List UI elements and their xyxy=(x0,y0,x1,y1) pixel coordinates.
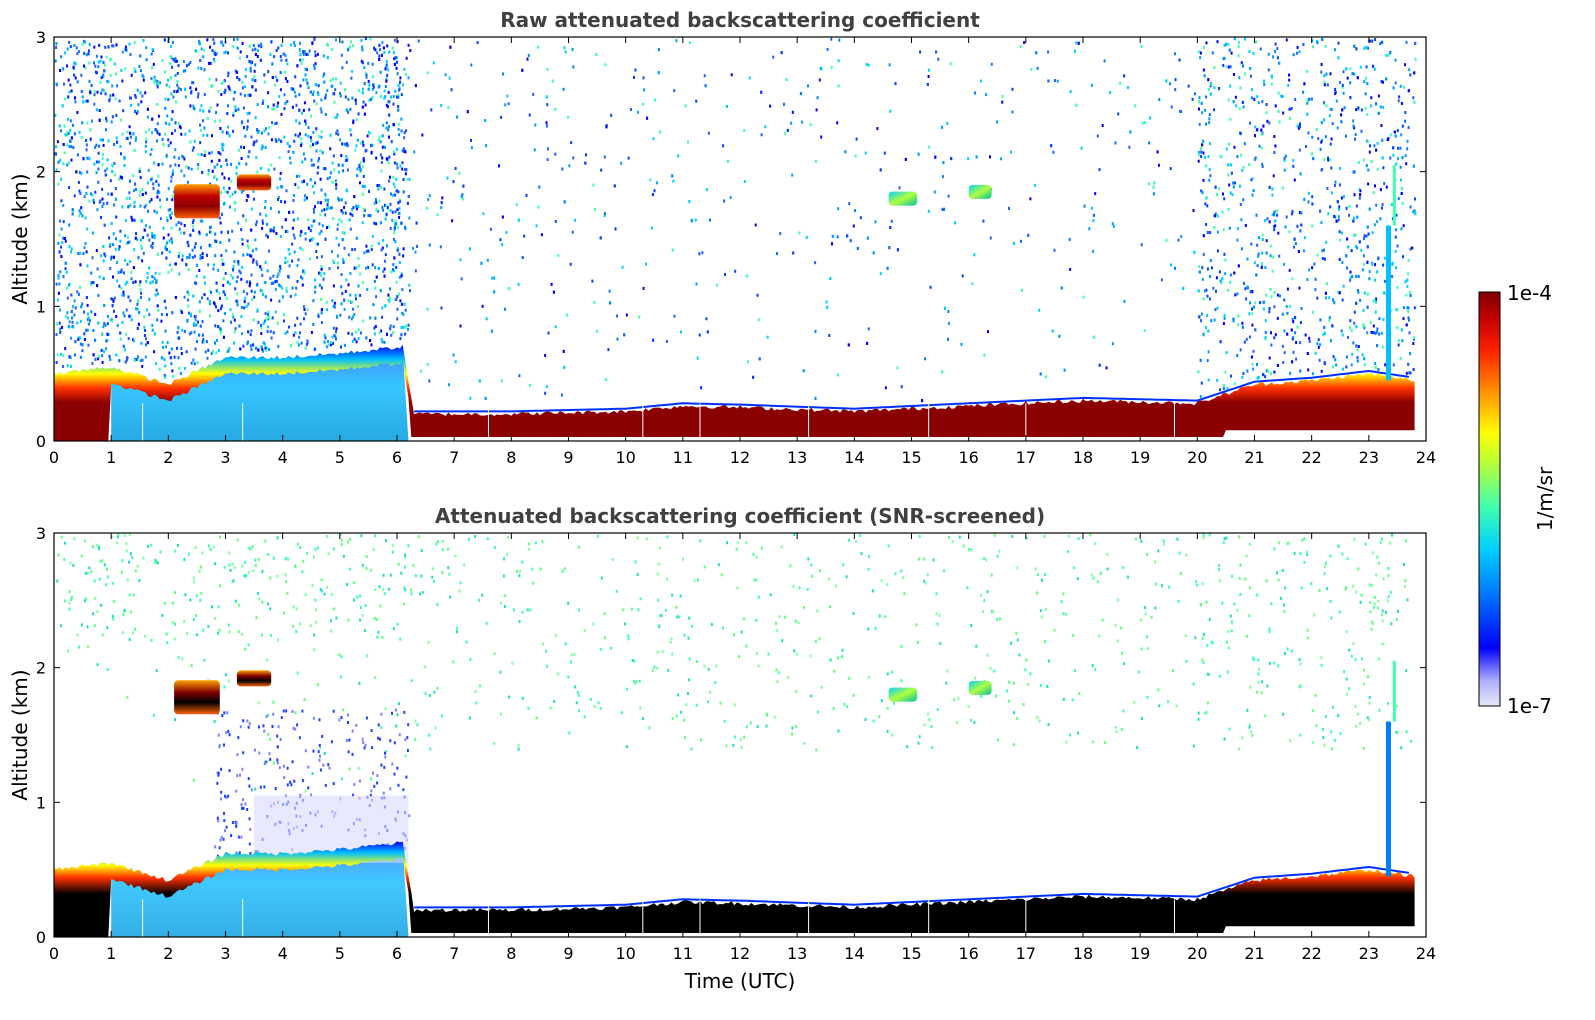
x-tick-label: 2 xyxy=(163,944,173,963)
x-tick-label: 7 xyxy=(449,944,459,963)
y-tick-label: 0 xyxy=(36,432,46,451)
colorbar-min-label: 1e-7 xyxy=(1507,694,1552,718)
x-tick-label: 16 xyxy=(958,448,978,467)
x-tick-label: 3 xyxy=(220,944,230,963)
panel1-y-axis-label: Altitude (km) xyxy=(8,173,32,304)
x-tick-label: 18 xyxy=(1073,448,1093,467)
panel2-y-axis-label: Altitude (km) xyxy=(8,669,32,800)
y-tick-label: 2 xyxy=(36,163,46,182)
x-tick-label: 2 xyxy=(163,448,173,467)
mixed-layer-fill xyxy=(111,349,409,441)
x-tick-label: 24 xyxy=(1416,944,1436,963)
panel2-y-ticks: 0 1 2 3 xyxy=(36,524,1426,947)
panel1-x-ticks: 0 1 2 3 4 5 6 7 8 9 10 11 12 13 14 15 16 17 18 19 20 21 22 23 24 xyxy=(49,37,1436,467)
cloud-patch xyxy=(968,184,992,199)
panel2-plot-area xyxy=(54,533,1415,937)
y-tick-label: 1 xyxy=(36,793,46,812)
x-tick-label: 12 xyxy=(730,448,750,467)
panel2-title: Attenuated backscattering coefficient (S… xyxy=(435,504,1045,528)
x-tick-label: 6 xyxy=(392,448,402,467)
boundary-layer-band xyxy=(54,841,1415,937)
x-tick-label: 17 xyxy=(1016,448,1036,467)
x-tick-label: 22 xyxy=(1301,944,1321,963)
x-tick-label: 9 xyxy=(563,944,573,963)
x-tick-label: 24 xyxy=(1416,448,1436,467)
mixed-layer-fill xyxy=(111,845,409,937)
panel1-y-ticks: 0 1 2 3 xyxy=(36,28,1426,451)
x-tick-label: 4 xyxy=(278,448,288,467)
x-tick-label: 15 xyxy=(901,944,921,963)
plume-spike-upper xyxy=(1392,164,1396,226)
x-tick-label: 10 xyxy=(615,448,635,467)
x-tick-label: 6 xyxy=(392,944,402,963)
cloud-patch xyxy=(174,680,220,715)
x-tick-label: 16 xyxy=(958,944,978,963)
x-tick-label: 21 xyxy=(1244,944,1264,963)
x-tick-label: 13 xyxy=(787,448,807,467)
x-tick-label: 0 xyxy=(49,944,59,963)
panel2-x-ticks: 0 1 2 3 4 5 6 7 8 9 10 11 12 13 14 15 16 17 18 19 20 21 22 23 24 xyxy=(49,533,1436,963)
x-tick-label: 8 xyxy=(506,944,516,963)
y-tick-label: 3 xyxy=(36,28,46,47)
colorbar-gradient xyxy=(1478,291,1501,707)
x-tick-label: 5 xyxy=(335,448,345,467)
panel1-title: Raw attenuated backscattering coefficien… xyxy=(500,8,980,32)
y-tick-label: 0 xyxy=(36,928,46,947)
x-axis-label: Time (UTC) xyxy=(684,969,796,993)
x-tick-label: 9 xyxy=(563,448,573,467)
colorbar-max-label: 1e-4 xyxy=(1507,281,1552,305)
x-tick-label: 1 xyxy=(106,944,116,963)
x-tick-label: 13 xyxy=(787,944,807,963)
x-tick-label: 1 xyxy=(106,448,116,467)
plume-spike xyxy=(1385,225,1391,381)
cloud-patch xyxy=(888,687,918,702)
panel1-plot-area xyxy=(54,37,1417,441)
x-tick-label: 0 xyxy=(49,448,59,467)
x-tick-label: 5 xyxy=(335,944,345,963)
x-tick-label: 23 xyxy=(1359,448,1379,467)
x-tick-label: 19 xyxy=(1130,448,1150,467)
x-tick-label: 10 xyxy=(615,944,635,963)
y-tick-label: 1 xyxy=(36,297,46,316)
colorbar-unit-label: 1/m/sr xyxy=(1533,466,1557,531)
layer-top-edge xyxy=(414,369,1410,413)
noise-speckles xyxy=(56,533,1413,859)
x-tick-label: 20 xyxy=(1187,448,1207,467)
y-tick-label: 2 xyxy=(36,659,46,678)
cloud-patch xyxy=(888,191,918,206)
x-tick-label: 23 xyxy=(1359,944,1379,963)
x-tick-label: 20 xyxy=(1187,944,1207,963)
cloud-patch xyxy=(236,174,272,191)
plume-spike xyxy=(1385,721,1391,877)
plume-spike-upper xyxy=(1392,660,1396,722)
x-tick-label: 14 xyxy=(844,448,864,467)
layer-top-edge xyxy=(414,865,1410,909)
boundary-layer-band xyxy=(54,344,1415,441)
x-tick-label: 21 xyxy=(1244,448,1264,467)
x-tick-label: 7 xyxy=(449,448,459,467)
x-tick-label: 12 xyxy=(730,944,750,963)
x-tick-label: 19 xyxy=(1130,944,1150,963)
x-tick-label: 15 xyxy=(901,448,921,467)
x-tick-label: 4 xyxy=(278,944,288,963)
x-tick-label: 11 xyxy=(673,448,693,467)
x-tick-label: 8 xyxy=(506,448,516,467)
cloud-patch xyxy=(174,184,220,219)
cloud-patch xyxy=(236,670,272,687)
x-tick-label: 14 xyxy=(844,944,864,963)
x-tick-label: 18 xyxy=(1073,944,1093,963)
colorbar: 1e-4 1e-7 1/m/sr xyxy=(1478,281,1557,718)
x-tick-label: 3 xyxy=(220,448,230,467)
x-tick-label: 17 xyxy=(1016,944,1036,963)
x-tick-label: 11 xyxy=(673,944,693,963)
noise-speckles xyxy=(54,37,1417,403)
x-tick-label: 22 xyxy=(1301,448,1321,467)
cloud-patch xyxy=(968,680,992,695)
y-tick-label: 3 xyxy=(36,524,46,543)
